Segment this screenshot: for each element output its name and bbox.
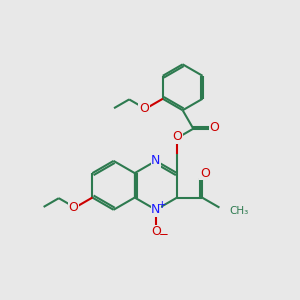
Text: O: O [69, 201, 79, 214]
Text: +: + [158, 200, 167, 210]
Text: N: N [151, 154, 160, 167]
Text: −: − [158, 228, 168, 241]
Text: O: O [139, 102, 149, 115]
Text: O: O [151, 225, 161, 239]
Text: O: O [200, 167, 210, 180]
Text: O: O [209, 121, 219, 134]
Text: CH₃: CH₃ [230, 206, 249, 215]
Text: N: N [151, 203, 160, 216]
Text: O: O [172, 130, 182, 143]
